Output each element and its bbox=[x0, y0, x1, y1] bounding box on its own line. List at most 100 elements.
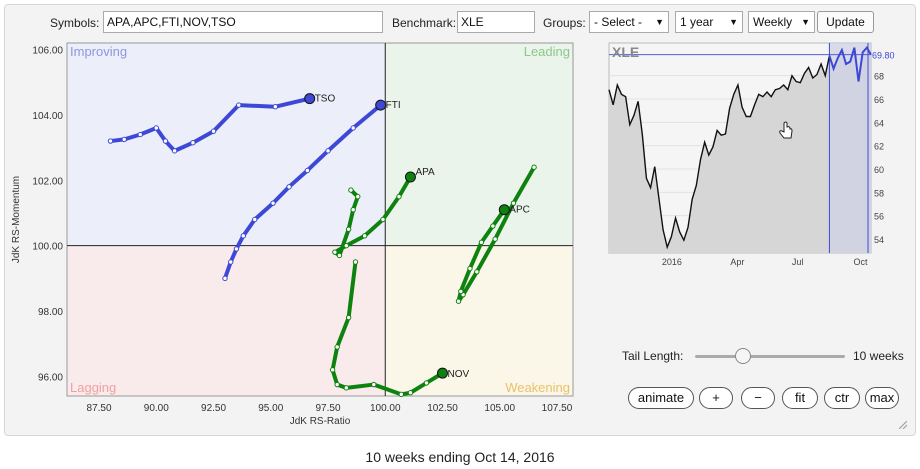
tail-point-tso bbox=[153, 125, 159, 131]
label-apc: APC bbox=[509, 205, 530, 216]
y-tick-label: 104.00 bbox=[32, 111, 63, 122]
quadrant-leading bbox=[385, 43, 573, 246]
tail-point-apa bbox=[355, 193, 361, 200]
tail-point-tso bbox=[272, 104, 279, 110]
tail-point-apa bbox=[396, 193, 402, 200]
fit-button[interactable]: fit bbox=[782, 387, 818, 409]
head-tso[interactable] bbox=[304, 93, 316, 105]
xle-x-tick-label: Jul bbox=[792, 257, 804, 267]
frequency-select[interactable]: Weekly ▼ bbox=[748, 11, 815, 33]
x-tick-label: 105.00 bbox=[484, 403, 515, 414]
groups-select-value: - Select - bbox=[594, 15, 643, 29]
head-apa[interactable] bbox=[404, 171, 416, 183]
xle-x-tick-label: Apr bbox=[730, 257, 744, 267]
tail-point-apa bbox=[332, 249, 338, 255]
tail-point-apa bbox=[380, 216, 386, 223]
period-select[interactable]: 1 year ▼ bbox=[675, 11, 743, 33]
tail-point-fti bbox=[286, 184, 292, 190]
tail-point-nov bbox=[334, 381, 340, 388]
groups-select[interactable]: - Select - ▼ bbox=[589, 11, 669, 33]
tail-point-nov bbox=[407, 390, 414, 396]
tail-point-fti bbox=[240, 233, 246, 239]
x-tick-label: 107.50 bbox=[542, 403, 573, 414]
tail-point-apc bbox=[458, 288, 464, 295]
xle-price-tail bbox=[828, 45, 872, 82]
tail-point-fti bbox=[325, 148, 331, 154]
quadrant-label-lagging: Lagging bbox=[70, 380, 116, 395]
quadrant-improving bbox=[67, 43, 386, 246]
y-tick-label: 100.00 bbox=[32, 242, 63, 253]
tail-length-slider[interactable] bbox=[735, 348, 751, 364]
x-axis-label: JdK RS-Ratio bbox=[290, 416, 351, 427]
x-tick-label: 97.50 bbox=[315, 403, 340, 414]
tail-point-apa bbox=[361, 233, 368, 239]
rrg-chart: Improving Leading Lagging Weakening 87.50 90.… bbox=[11, 42, 574, 427]
tail-point-fti bbox=[222, 275, 228, 282]
tail-point-tso bbox=[107, 138, 114, 144]
xle-y-tick-label: 64 bbox=[874, 118, 884, 128]
xle-x-tick-label: 2016 bbox=[662, 257, 682, 267]
tail-point-apa bbox=[348, 187, 354, 193]
resize-grip-icon[interactable] bbox=[899, 421, 907, 429]
tail-point-apc bbox=[478, 239, 485, 246]
tail-point-apc bbox=[467, 265, 473, 272]
benchmark-input[interactable] bbox=[457, 11, 535, 33]
period-caption: 10 weeks ending Oct 14, 2016 bbox=[365, 449, 555, 465]
xle-last-value: 69.80 bbox=[872, 51, 895, 61]
zoom-out-button[interactable]: − bbox=[741, 387, 775, 409]
tail-point-tso bbox=[190, 139, 196, 146]
groups-label: Groups: bbox=[543, 16, 586, 30]
x-tick-label: 100.00 bbox=[370, 403, 401, 414]
zoom-in-button[interactable]: + bbox=[699, 387, 733, 409]
symbols-input[interactable] bbox=[103, 11, 383, 33]
tail-point-nov bbox=[345, 314, 352, 321]
x-tick-label: 92.50 bbox=[201, 403, 226, 414]
hand-cursor-icon bbox=[779, 121, 793, 139]
xle-y-tick-label: 54 bbox=[874, 235, 884, 245]
label-fti: FTI bbox=[386, 100, 401, 111]
head-nov[interactable] bbox=[436, 367, 448, 379]
tail-point-nov bbox=[423, 380, 430, 386]
head-fti[interactable] bbox=[375, 99, 387, 111]
center-button[interactable]: ctr bbox=[824, 387, 860, 409]
xle-y-tick-label: 68 bbox=[874, 72, 884, 82]
tail-point-tso bbox=[162, 138, 169, 144]
y-tick-label: 98.00 bbox=[38, 307, 63, 318]
tail-point-fti bbox=[350, 125, 356, 131]
quadrant-label-leading: Leading bbox=[524, 44, 570, 59]
tail-point-fti bbox=[270, 200, 276, 206]
tail-length-value: 10 weeks bbox=[853, 349, 904, 363]
animate-button[interactable]: animate bbox=[628, 387, 694, 409]
tail-point-nov bbox=[352, 259, 359, 265]
max-button[interactable]: max bbox=[865, 387, 899, 409]
xle-title: XLE bbox=[612, 44, 639, 60]
rrg-panel: Symbols: Benchmark: Groups: - Select - ▼… bbox=[4, 4, 916, 436]
tail-point-fti bbox=[304, 167, 311, 174]
head-apc[interactable] bbox=[498, 204, 510, 216]
chevron-down-icon: ▼ bbox=[801, 17, 810, 27]
tail-point-fti bbox=[252, 216, 258, 223]
tail-point-apc bbox=[490, 223, 496, 229]
xle-y-tick-label: 60 bbox=[874, 165, 884, 175]
xle-y-tick-label: 56 bbox=[874, 212, 884, 222]
update-button[interactable]: Update bbox=[817, 11, 874, 33]
y-tick-label: 106.00 bbox=[32, 46, 63, 57]
tail-point-tso bbox=[236, 102, 242, 108]
xle-area bbox=[609, 47, 871, 253]
symbols-label: Symbols: bbox=[50, 16, 100, 30]
tail-point-apa bbox=[336, 252, 343, 259]
xle-x-tick-label: Oct bbox=[854, 257, 869, 267]
x-tick-label: 90.00 bbox=[144, 403, 169, 414]
tail-point-apc bbox=[531, 164, 537, 170]
tail-point-apc bbox=[474, 269, 480, 275]
tail-point-nov bbox=[329, 367, 336, 373]
tail-point-nov bbox=[371, 381, 377, 388]
quadrant-lagging bbox=[67, 245, 386, 396]
plot-frame bbox=[66, 42, 574, 397]
tail-point-apc bbox=[492, 236, 498, 242]
benchmark-label: Benchmark: bbox=[392, 16, 457, 30]
x-tick-label: 102.50 bbox=[427, 403, 458, 414]
quadrant-label-weakening: Weakening bbox=[505, 380, 570, 395]
chevron-down-icon: ▼ bbox=[655, 17, 664, 27]
tail-point-apa bbox=[350, 206, 356, 213]
